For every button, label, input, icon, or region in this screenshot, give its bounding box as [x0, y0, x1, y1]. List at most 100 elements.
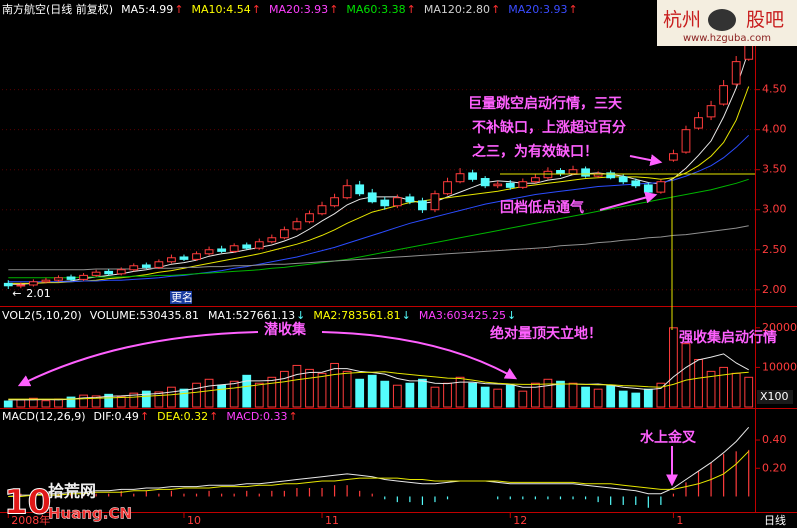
- x-tick-label: 1: [676, 514, 683, 527]
- volume-bar: [342, 370, 352, 408]
- annotation: 水上金叉: [640, 429, 697, 446]
- volume-bar: [719, 366, 729, 408]
- legend-arrow: ↑: [289, 410, 298, 423]
- legend-arrow: ↑: [407, 3, 416, 16]
- candle-body: [543, 170, 553, 179]
- candle-body: [28, 281, 38, 286]
- volume-bar: [669, 327, 678, 408]
- rename-box: [170, 291, 192, 304]
- annotation: 强收集启动行情: [679, 329, 777, 346]
- volume-bar: [141, 390, 151, 408]
- candle-body: [116, 269, 126, 275]
- candle-body: [16, 284, 26, 287]
- candle-body: [141, 264, 151, 268]
- legend-arrow: ↑: [329, 3, 338, 16]
- candle-body: [267, 237, 277, 243]
- volume-bar: [480, 386, 490, 408]
- candle-body: [405, 196, 415, 203]
- volume-bar: [16, 399, 26, 408]
- y-tick-label: 4.50: [762, 83, 787, 96]
- volume-bar: [267, 376, 277, 408]
- candle-body: [91, 271, 101, 276]
- candle-body: [418, 200, 427, 211]
- volume-bar: [681, 343, 691, 408]
- volume-bar: [405, 382, 415, 408]
- volume-bar: [79, 394, 88, 408]
- volume-bar: [656, 382, 666, 408]
- panel-title: 南方航空(日线 前复权): [2, 2, 113, 16]
- logo-text: 杭州: [663, 9, 701, 31]
- candle-body: [468, 172, 478, 180]
- candle-body: [505, 182, 515, 188]
- low-arrow: ←: [12, 287, 21, 300]
- logo-text: 拾荒网: [48, 482, 96, 501]
- volume-bar: [305, 368, 314, 408]
- candle-body: [669, 153, 678, 161]
- candle-body: [204, 249, 214, 255]
- volume-bar: [104, 393, 114, 408]
- logo-url: www.hzguba.com: [683, 33, 771, 44]
- candle-body: [3, 282, 13, 287]
- candle-body: [367, 192, 377, 203]
- legend-entry: VOLUME:530435.81: [90, 309, 199, 322]
- volume-bar: [317, 372, 327, 408]
- candle-body: [279, 229, 289, 239]
- candle-body: [355, 184, 365, 195]
- volume-bar: [254, 382, 264, 408]
- y-tick-label: 2.00: [762, 283, 787, 296]
- candle-body: [305, 213, 314, 223]
- y-tick-label: 3.50: [762, 163, 787, 176]
- legend-arrow: ↓: [296, 309, 305, 322]
- volume-bar: [493, 388, 503, 408]
- site-logo: 10 拾荒网 Huang.CN: [4, 482, 133, 524]
- candle-body: [330, 197, 339, 207]
- volume-bar: [568, 382, 578, 408]
- volume-bar: [593, 388, 603, 408]
- legend-arrow: ↑: [209, 410, 218, 423]
- volume-bar: [66, 396, 76, 408]
- volume-bar: [192, 382, 201, 408]
- ma-line: [8, 450, 750, 497]
- candle-body: [568, 169, 578, 175]
- y-tick-label: 4.00: [762, 123, 787, 136]
- unit-box: [757, 390, 793, 404]
- candle-body: [430, 193, 440, 211]
- annotation: 潜收集: [264, 321, 307, 338]
- volume-bar: [505, 384, 515, 408]
- candle-body: [618, 176, 628, 183]
- volume-bar: [154, 391, 164, 408]
- candle-body: [380, 199, 390, 207]
- candle-body: [317, 205, 327, 215]
- legend-entry: MA2:783561.81: [313, 309, 400, 322]
- logo-mark: 10: [4, 483, 51, 523]
- candle-body: [556, 170, 565, 175]
- candle-body: [342, 185, 352, 199]
- volume-bar: [380, 380, 390, 408]
- candle-body: [719, 85, 729, 105]
- volume-bar: [543, 378, 553, 408]
- volume-bar: [430, 386, 440, 408]
- arrow: [599, 191, 658, 211]
- candle-body: [480, 178, 490, 187]
- y-tick-label: 0.40: [762, 433, 787, 446]
- volume-bar: [179, 388, 189, 408]
- candle-body: [41, 279, 51, 283]
- volume-bar: [28, 397, 38, 408]
- candle-body: [392, 197, 402, 207]
- legend-entry: MA20:3.93: [508, 3, 567, 16]
- volume-bar: [91, 395, 101, 408]
- volume-bar: [556, 380, 565, 408]
- arrow: [321, 331, 518, 380]
- annotation: 之三，为有效缺口！: [472, 143, 598, 160]
- rename-tag: 更名: [171, 290, 193, 304]
- volume-bar: [731, 372, 741, 408]
- legend-arrow: ↑: [252, 3, 261, 16]
- frame: [0, 0, 797, 513]
- legend-entry: MA120:2.80: [424, 3, 490, 16]
- volume-bar: [618, 390, 628, 408]
- y-tick-label: 3.00: [762, 203, 787, 216]
- volume-bar: [279, 370, 289, 408]
- candle-body: [443, 181, 452, 195]
- candle-body: [167, 257, 176, 263]
